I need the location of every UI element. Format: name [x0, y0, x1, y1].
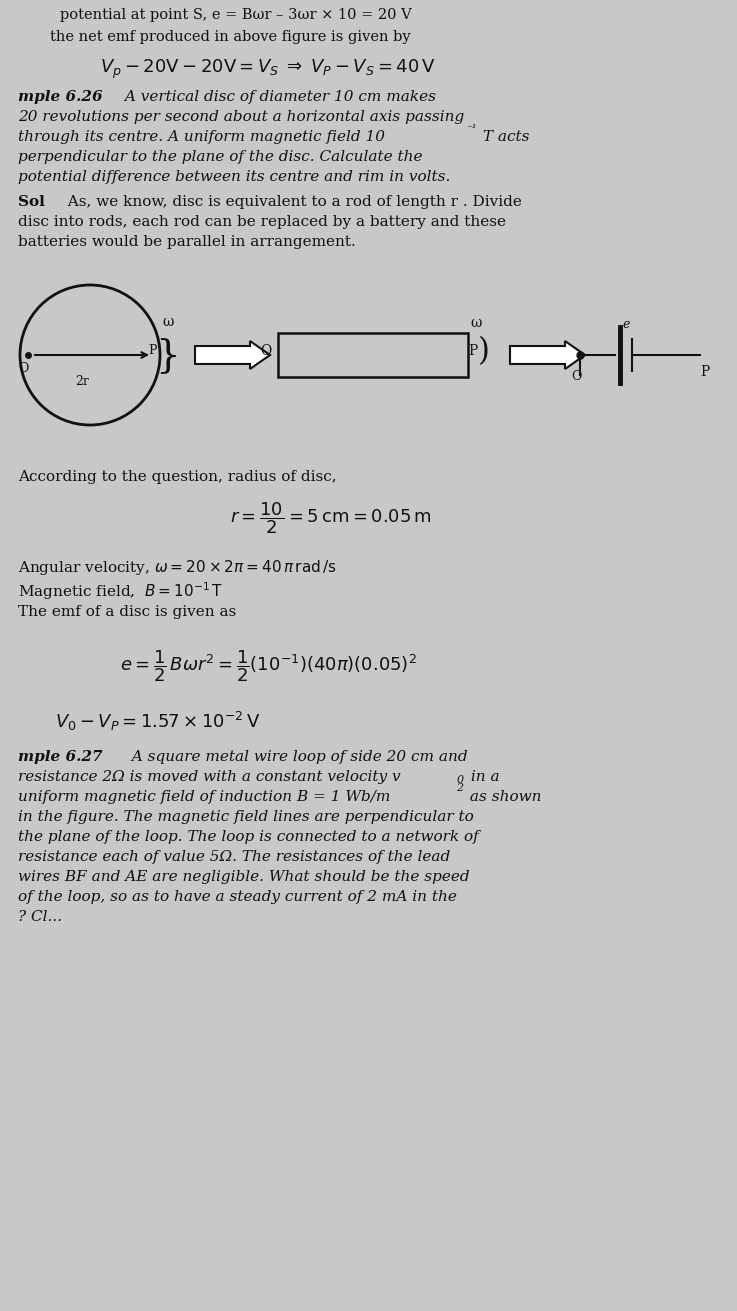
Text: through its centre. A uniform magnetic field 10: through its centre. A uniform magnetic f… [18, 130, 385, 144]
Text: P: P [468, 343, 478, 358]
Text: According to the question, radius of disc,: According to the question, radius of dis… [18, 471, 337, 484]
Text: 2r: 2r [75, 375, 89, 388]
Text: A vertical disc of diameter 10 cm makes: A vertical disc of diameter 10 cm makes [120, 90, 436, 104]
Text: O: O [571, 370, 581, 383]
Text: ω: ω [162, 315, 173, 329]
Text: uniform magnetic field of induction B = 1 Wb/m: uniform magnetic field of induction B = … [18, 791, 391, 804]
Text: wires BF and AE are negligible. What should be the speed: wires BF and AE are negligible. What sho… [18, 871, 469, 884]
Text: O: O [18, 362, 29, 375]
Text: in a: in a [466, 770, 500, 784]
Text: ): ) [478, 336, 490, 367]
Text: the plane of the loop. The loop is connected to a network of: the plane of the loop. The loop is conne… [18, 830, 479, 844]
Text: as shown: as shown [465, 791, 542, 804]
Text: perpendicular to the plane of the disc. Calculate the: perpendicular to the plane of the disc. … [18, 149, 422, 164]
Text: 20 revolutions per second about a horizontal axis passing: 20 revolutions per second about a horizo… [18, 110, 464, 125]
Text: The emf of a disc is given as: The emf of a disc is given as [18, 604, 237, 619]
Text: $e = \dfrac{1}{2}\,B\omega r^2 = \dfrac{1}{2}(10^{-1})(40\pi)(0.05)^2$: $e = \dfrac{1}{2}\,B\omega r^2 = \dfrac{… [120, 648, 417, 683]
Text: of the loop, so as to have a steady current of 2 mA in the: of the loop, so as to have a steady curr… [18, 890, 457, 905]
Text: ω: ω [470, 316, 481, 330]
Text: ? Cl...: ? Cl... [18, 910, 62, 924]
Text: $V_0 - V_P = 1.57 \times 10^{-2}\,\mathrm{V}$: $V_0 - V_P = 1.57 \times 10^{-2}\,\mathr… [55, 711, 261, 733]
Text: e: e [622, 319, 629, 330]
FancyArrow shape [195, 341, 270, 368]
Text: As, we know, disc is equivalent to a rod of length r . Divide: As, we know, disc is equivalent to a rod… [58, 195, 522, 208]
Text: Sol: Sol [18, 195, 45, 208]
Text: P: P [148, 343, 156, 357]
Text: mple 6.26: mple 6.26 [18, 90, 102, 104]
Text: 0: 0 [457, 775, 464, 785]
FancyArrow shape [510, 341, 585, 368]
Text: ⁻¹: ⁻¹ [466, 125, 476, 134]
Text: 2: 2 [456, 783, 463, 793]
Text: mple 6.27: mple 6.27 [18, 750, 102, 764]
Text: resistance each of value 5Ω. The resistances of the lead: resistance each of value 5Ω. The resista… [18, 850, 450, 864]
Text: in the figure. The magnetic field lines are perpendicular to: in the figure. The magnetic field lines … [18, 810, 474, 825]
Text: A square metal wire loop of side 20 cm and: A square metal wire loop of side 20 cm a… [122, 750, 467, 764]
Text: $r = \dfrac{10}{2} = 5\,\mathrm{cm} = 0.05\,\mathrm{m}$: $r = \dfrac{10}{2} = 5\,\mathrm{cm} = 0.… [230, 499, 432, 536]
Text: T acts: T acts [478, 130, 529, 144]
Text: the net emf produced in above figure is given by: the net emf produced in above figure is … [50, 30, 411, 45]
Text: O: O [260, 343, 271, 358]
Text: Magnetic field,  $B = 10^{-1}\,\mathrm{T}$: Magnetic field, $B = 10^{-1}\,\mathrm{T}… [18, 579, 223, 602]
Text: resistance 2Ω is moved with a constant velocity v: resistance 2Ω is moved with a constant v… [18, 770, 401, 784]
Text: }: } [155, 338, 180, 375]
Text: batteries would be parallel in arrangement.: batteries would be parallel in arrangeme… [18, 235, 356, 249]
Bar [278, 333, 468, 378]
Text: disc into rods, each rod can be replaced by a battery and these: disc into rods, each rod can be replaced… [18, 215, 506, 229]
Text: Angular velocity, $\omega = 20 \times 2\pi = 40\,\pi\,\mathrm{rad}\,/\mathrm{s}$: Angular velocity, $\omega = 20 \times 2\… [18, 558, 337, 577]
Text: P: P [700, 364, 709, 379]
Text: $V_p - 20\mathrm{V} - 20\mathrm{V} = V_S \;\Rightarrow\; V_P - V_S = 40\,\mathrm: $V_p - 20\mathrm{V} - 20\mathrm{V} = V_S… [100, 58, 436, 81]
Text: potential difference between its centre and rim in volts.: potential difference between its centre … [18, 170, 450, 184]
Text: potential at point S, e = Bωr – 3ωr × 10 = 20 V: potential at point S, e = Bωr – 3ωr × 10… [60, 8, 412, 22]
